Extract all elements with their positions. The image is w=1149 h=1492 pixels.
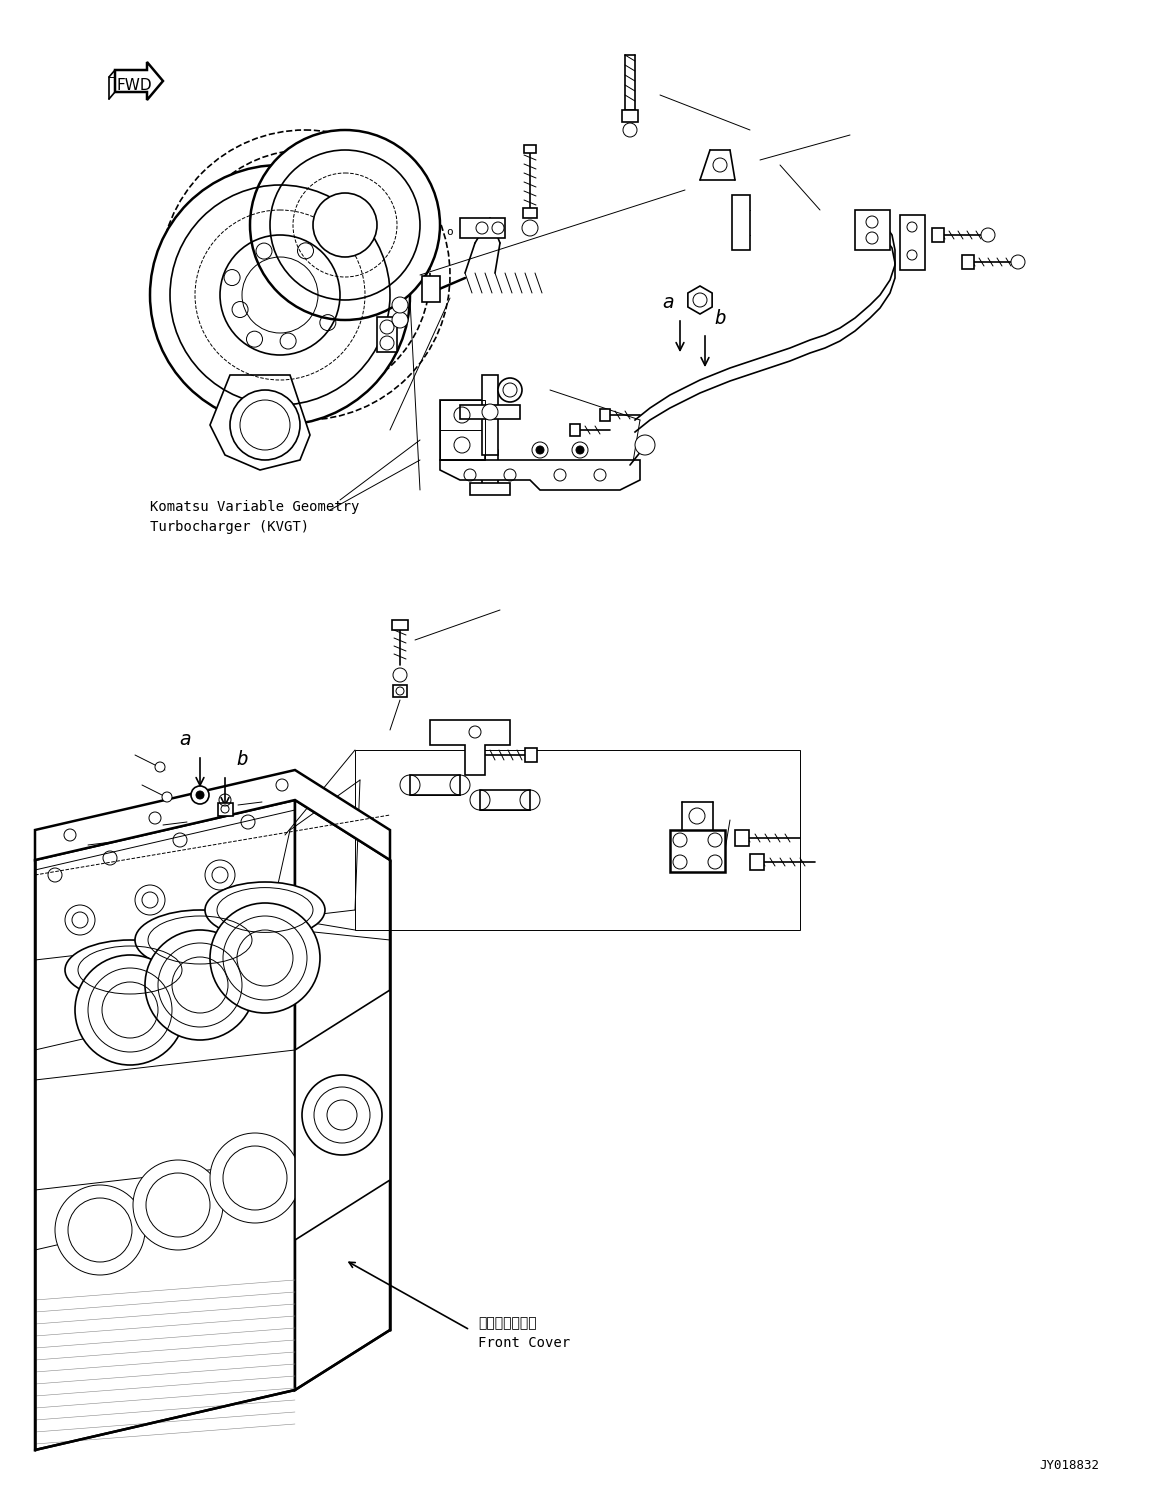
Ellipse shape	[134, 910, 265, 970]
Bar	[218, 803, 233, 816]
Circle shape	[151, 166, 410, 425]
Bar	[855, 210, 890, 251]
Circle shape	[673, 833, 687, 847]
Bar	[355, 750, 800, 930]
Bar	[470, 483, 510, 495]
Circle shape	[635, 436, 655, 455]
Circle shape	[162, 792, 172, 803]
Bar	[932, 228, 944, 242]
Polygon shape	[115, 63, 163, 100]
Bar	[962, 255, 974, 269]
Circle shape	[1011, 255, 1025, 269]
Text: o: o	[447, 227, 454, 237]
Circle shape	[708, 855, 722, 868]
Bar	[670, 830, 725, 871]
Circle shape	[210, 1132, 300, 1223]
Circle shape	[535, 446, 543, 454]
Bar	[440, 400, 485, 460]
Bar	[377, 316, 398, 352]
Bar	[410, 774, 460, 795]
Circle shape	[481, 404, 498, 421]
Bar	[460, 218, 506, 239]
Circle shape	[210, 903, 321, 1013]
Circle shape	[576, 446, 584, 454]
Text: フロントカバー: フロントカバー	[478, 1316, 537, 1329]
Text: Turbocharger (KVGT): Turbocharger (KVGT)	[151, 521, 309, 534]
Bar	[600, 409, 610, 421]
Bar	[422, 276, 440, 301]
Bar	[393, 685, 407, 697]
Bar	[481, 374, 498, 455]
Polygon shape	[34, 800, 295, 1450]
Circle shape	[981, 228, 995, 242]
Polygon shape	[34, 770, 390, 859]
Ellipse shape	[205, 882, 325, 938]
Circle shape	[191, 786, 209, 804]
Bar	[732, 195, 750, 251]
Text: Komatsu Variable Geometry: Komatsu Variable Geometry	[151, 500, 360, 515]
Polygon shape	[440, 460, 640, 489]
Circle shape	[302, 1076, 381, 1155]
Circle shape	[623, 122, 637, 137]
Bar	[900, 215, 925, 270]
Polygon shape	[210, 374, 310, 470]
Circle shape	[133, 1159, 223, 1250]
Circle shape	[145, 930, 255, 1040]
Circle shape	[673, 855, 687, 868]
Circle shape	[392, 312, 408, 328]
Bar	[622, 110, 638, 122]
Text: FWD: FWD	[117, 78, 153, 93]
Text: Front Cover: Front Cover	[478, 1335, 570, 1350]
Text: a: a	[179, 730, 191, 749]
Bar	[392, 621, 408, 630]
Circle shape	[155, 762, 165, 771]
Circle shape	[196, 791, 205, 800]
Bar	[480, 789, 530, 810]
Bar	[750, 853, 764, 870]
Bar	[525, 747, 537, 762]
Circle shape	[708, 833, 722, 847]
Text: a: a	[662, 292, 673, 312]
Polygon shape	[430, 721, 510, 774]
Text: JY018832: JY018832	[1039, 1459, 1098, 1473]
Polygon shape	[688, 286, 712, 313]
Circle shape	[230, 389, 300, 460]
Bar	[735, 830, 749, 846]
Circle shape	[55, 1185, 145, 1276]
Bar	[570, 424, 580, 436]
Circle shape	[313, 192, 377, 257]
Circle shape	[392, 297, 408, 313]
Circle shape	[75, 955, 185, 1065]
Bar	[440, 400, 485, 460]
Circle shape	[498, 377, 522, 401]
Circle shape	[393, 668, 407, 682]
Ellipse shape	[65, 940, 195, 1000]
Bar	[460, 404, 520, 419]
Circle shape	[250, 130, 440, 319]
Polygon shape	[295, 991, 390, 1240]
Text: b: b	[715, 309, 726, 328]
Circle shape	[522, 219, 538, 236]
Polygon shape	[295, 800, 390, 1391]
Circle shape	[327, 1100, 357, 1129]
Bar	[524, 145, 535, 154]
Text: b: b	[237, 750, 248, 768]
Bar	[523, 207, 537, 218]
